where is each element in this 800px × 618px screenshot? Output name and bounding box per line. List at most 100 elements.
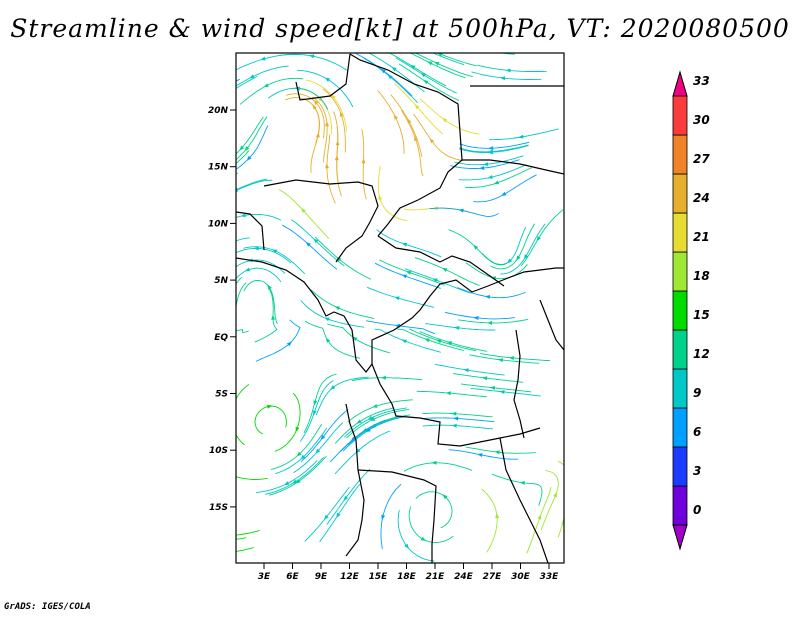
- streamline-arrowhead: [501, 191, 507, 196]
- streamline-arrowhead: [441, 117, 448, 123]
- streamline-arrowhead: [222, 94, 227, 99]
- streamline-arrowhead: [401, 274, 407, 279]
- streamline-arrowhead: [423, 79, 429, 85]
- lat-tick-label: 15N: [208, 163, 229, 173]
- streamline: [471, 71, 542, 80]
- colorbar-segment: [672, 251, 688, 292]
- streamline: [347, 414, 411, 446]
- lat-tick-label: 15S: [209, 503, 228, 513]
- streamline-arrowhead: [260, 56, 266, 61]
- streamline: [425, 323, 496, 331]
- streamline: [500, 223, 546, 275]
- streamline: [236, 179, 273, 191]
- streamline-arrowhead: [336, 512, 341, 518]
- streamline-arrowhead: [484, 295, 491, 299]
- streamline-arrowhead: [494, 450, 500, 455]
- colorbar-max-arrow: [672, 70, 688, 97]
- streamline: [315, 376, 369, 416]
- streamline: [361, 129, 367, 200]
- streamlines-layer: [205, 53, 572, 562]
- lon-tick-label: 27E: [483, 572, 503, 582]
- lat-tick-label: 10N: [208, 219, 229, 229]
- streamline: [236, 65, 289, 87]
- streamline: [458, 318, 529, 324]
- streamline-arrowhead: [372, 404, 378, 408]
- streamline: [366, 286, 435, 308]
- streamline: [476, 64, 547, 72]
- streamline: [395, 57, 457, 94]
- colorbar-min-arrow: [672, 524, 688, 551]
- streamline-arrowhead: [495, 513, 500, 519]
- streamline-arrowhead: [453, 416, 459, 421]
- streamline: [236, 282, 249, 334]
- streamline: [491, 473, 543, 506]
- streamline: [379, 259, 445, 286]
- streamline: [413, 113, 463, 162]
- map-frame: [235, 52, 565, 564]
- streamline-arrowhead: [463, 368, 469, 373]
- streamline-arrowhead: [414, 104, 420, 110]
- streamline: [419, 98, 480, 135]
- streamline-arrowhead: [246, 155, 252, 161]
- streamline-arrowhead: [489, 386, 496, 390]
- streamline-arrowhead: [244, 146, 250, 152]
- streamline-arrowhead: [516, 255, 521, 261]
- streamline: [453, 373, 524, 383]
- streamline: [310, 289, 375, 319]
- streamline: [334, 407, 395, 444]
- streamline: [327, 323, 391, 354]
- streamline: [459, 141, 530, 149]
- streamline-arrowhead: [434, 61, 440, 66]
- streamline-arrowhead: [405, 271, 412, 275]
- colorbar-label: 15: [693, 308, 710, 322]
- lat-tick-label: 10S: [209, 446, 228, 456]
- lat-tick-label: EQ: [214, 333, 228, 343]
- grads-credit: GrADS: IGES/COLA: [4, 602, 91, 612]
- streamline: [374, 328, 441, 353]
- streamline: [490, 223, 536, 270]
- streamline: [291, 219, 345, 267]
- streamline: [458, 164, 527, 181]
- streamline-arrowhead: [350, 436, 356, 442]
- streamline-arrowhead: [482, 376, 488, 381]
- streamline-arrowhead: [213, 551, 218, 555]
- streamline-arrowhead: [305, 241, 311, 247]
- colorbar-segment: [672, 212, 688, 253]
- streamline: [304, 320, 361, 359]
- streamline-arrowhead: [537, 514, 542, 520]
- streamline: [380, 483, 402, 550]
- streamline: [498, 53, 515, 55]
- streamline-arrowhead: [284, 481, 290, 486]
- streamline: [469, 354, 540, 364]
- streamline-arrowhead: [568, 498, 572, 503]
- streamline: [415, 491, 453, 529]
- colorbar-label: 0: [693, 503, 701, 517]
- streamline: [236, 383, 250, 446]
- streamline: [388, 53, 447, 87]
- streamline: [470, 387, 541, 397]
- streamline: [296, 69, 354, 108]
- streamline-arrowhead: [325, 337, 331, 343]
- streamline-arrowhead: [500, 76, 506, 81]
- streamline: [526, 486, 552, 554]
- streamline-arrowhead: [205, 538, 210, 542]
- streamline-arrowhead: [473, 244, 479, 250]
- streamline-arrowhead: [343, 495, 349, 501]
- streamline: [398, 63, 460, 101]
- streamline-arrowhead: [286, 341, 292, 347]
- lat-tick-label: 5N: [214, 276, 228, 286]
- streamline-arrowhead: [391, 66, 397, 72]
- streamline-arrowhead: [295, 479, 301, 484]
- streamline-arrowhead: [518, 134, 524, 139]
- streamline-arrowhead: [249, 74, 255, 79]
- lon-tick-label: 15E: [369, 572, 389, 582]
- streamline-arrowhead: [519, 481, 525, 485]
- streamline: [347, 399, 413, 423]
- streamline: [346, 408, 410, 439]
- streamline: [343, 407, 407, 438]
- streamline-arrowhead: [313, 238, 319, 244]
- lon-tick-label: 24E: [454, 572, 474, 582]
- lon-tick-label: 12E: [340, 572, 360, 582]
- streamline: [293, 422, 344, 474]
